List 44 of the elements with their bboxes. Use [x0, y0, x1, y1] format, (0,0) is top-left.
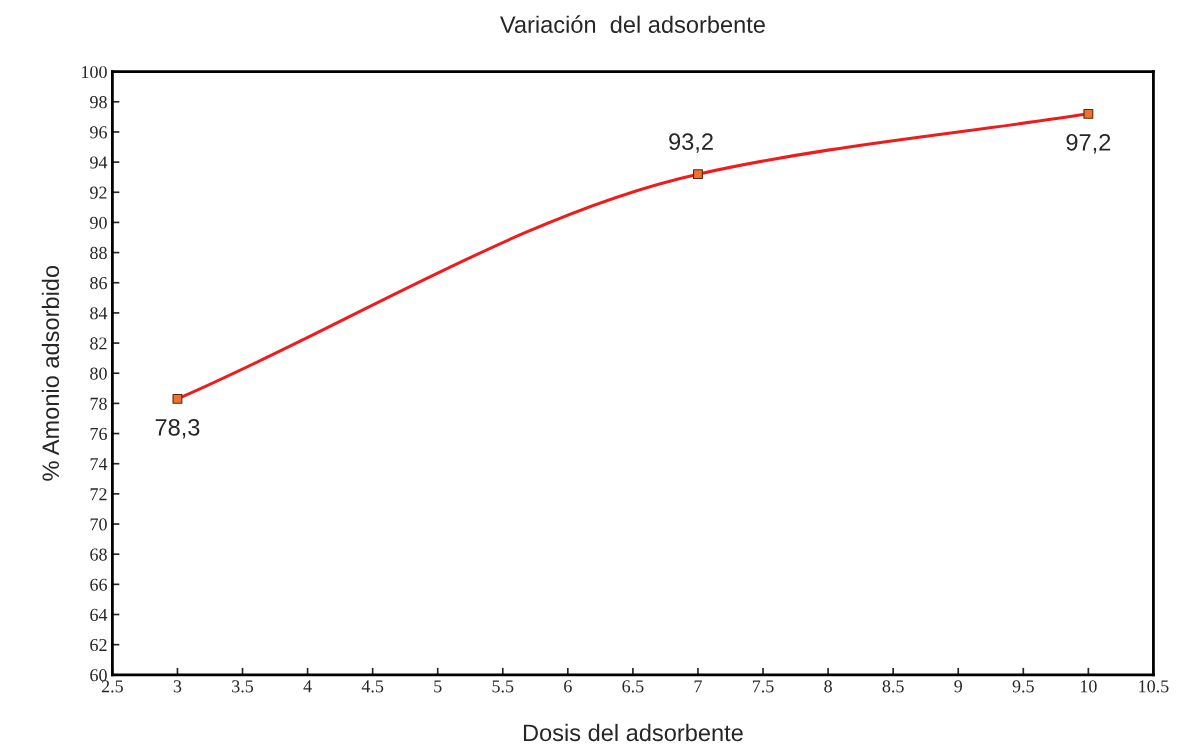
y-axis-title: % Amonio adsorbido	[41, 265, 60, 481]
x-tick-label: 3.5	[232, 680, 254, 693]
y-tick-label: 70	[90, 518, 107, 531]
y-tick-label: 78	[90, 397, 107, 410]
y-tick-label: 98	[90, 96, 107, 109]
y-tick-label: 68	[90, 548, 107, 561]
x-tick-label: 2.5	[101, 680, 123, 693]
y-tick-label: 88	[90, 246, 107, 260]
y-tick-label: 90	[90, 216, 107, 229]
x-tick-label: 8.5	[882, 680, 904, 693]
x-axis-title: Dosis del adsorbente	[523, 723, 743, 742]
x-tick-label: 10	[1080, 680, 1097, 693]
y-tick-label: 60	[90, 669, 107, 682]
x-tick-label: 5.5	[492, 680, 514, 693]
x-tick-label: 9	[954, 680, 962, 693]
x-tick-label: 9.5	[1012, 680, 1034, 693]
x-tick-label: 3	[173, 680, 182, 693]
x-tick-label: 5	[434, 680, 442, 693]
data-label: 78,3	[155, 418, 200, 439]
x-tick-label: 4	[303, 680, 312, 693]
x-tick-label: 6.5	[622, 680, 644, 693]
x-tick-label: 8	[824, 680, 832, 693]
data-label: 97,2	[1066, 133, 1111, 154]
y-tick-label: 94	[90, 156, 108, 169]
y-tick-label: 76	[90, 427, 107, 440]
y-tick-label: 66	[90, 578, 107, 591]
chart-title: Variación del adsorbente	[500, 15, 765, 33]
y-tick-label: 74	[90, 458, 108, 470]
x-tick-label: 10.5	[1139, 680, 1169, 693]
y-tick-label: 72	[90, 488, 107, 501]
x-tick-label: 7	[694, 680, 702, 693]
y-tick-label: 64	[90, 608, 108, 621]
y-tick-label: 96	[90, 126, 107, 139]
y-tick-label: 82	[90, 337, 107, 350]
y-tick-label: 100	[82, 65, 107, 79]
data-label: 93,2	[669, 133, 713, 153]
x-tick-label: 6	[564, 680, 572, 693]
y-tick-label: 62	[90, 638, 107, 652]
x-tick-label: 7.5	[752, 680, 774, 693]
y-tick-label: 92	[90, 186, 107, 199]
y-tick-label: 84	[90, 307, 108, 320]
y-tick-label: 80	[90, 367, 107, 380]
y-tick-label: 86	[90, 277, 107, 290]
x-tick-label: 4.5	[361, 680, 384, 693]
